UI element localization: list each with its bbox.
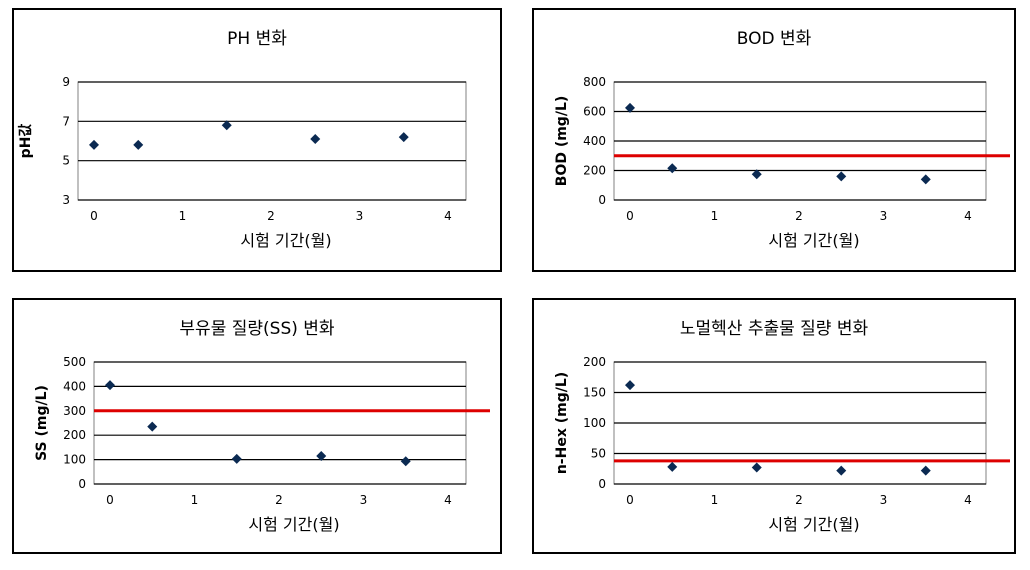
- x-axis-label: 시험 기간(월): [248, 515, 339, 534]
- y-tick-label: 3: [62, 193, 70, 207]
- y-tick-label: 100: [63, 453, 86, 467]
- x-tick-label: 0: [626, 493, 634, 507]
- plot-area: [77, 81, 467, 201]
- y-tick-label: 200: [63, 428, 86, 442]
- x-tick-label: 2: [275, 493, 283, 507]
- x-axis-label: 시험 기간(월): [240, 231, 331, 250]
- data-point: [625, 102, 635, 113]
- data-point: [920, 465, 931, 476]
- data-point: [667, 461, 678, 472]
- y-tick-label: 200: [583, 164, 606, 178]
- y-tick-label: 800: [583, 75, 606, 89]
- y-axis-label: pH값: [18, 124, 34, 159]
- nhex-chart-panel: 노멀헥산 추출물 질량 변화 0 50 100 150 200 0 1 2 3 4 시험 기간(월)…: [532, 298, 1016, 554]
- x-tick-label: 1: [711, 493, 719, 507]
- x-tick-label: 1: [711, 209, 719, 223]
- ph-chart-svg: 3 5 7 9 0 1 2 3 4 시험 기간(월) pH값: [18, 75, 467, 250]
- y-tick-label: 100: [583, 416, 606, 430]
- y-tick-label: 200: [583, 355, 606, 369]
- data-point: [316, 450, 327, 461]
- x-axis-label: 시험 기간(월): [768, 515, 859, 534]
- chart-title: 부유물 질량(SS) 변화: [179, 319, 335, 339]
- data-point: [625, 380, 635, 391]
- nhex-chart-svg: 0 50 100 150 200 0 1 2 3 4 시험 기간(월) n-Hex (mg/L): [554, 355, 1010, 534]
- y-tick-label: 300: [63, 404, 86, 418]
- data-point: [133, 139, 144, 150]
- y-tick-label: 0: [78, 477, 86, 491]
- data-point: [400, 456, 411, 467]
- data-point: [667, 163, 678, 174]
- y-axis-label: SS (mg/L): [34, 385, 50, 461]
- x-tick-label: 3: [356, 209, 364, 223]
- x-tick-label: 2: [795, 209, 803, 223]
- bod-chart-panel: BOD 변화 0 200 400 600 800 0 1 2 3 4 시험 기간(월) BOD (mg…: [532, 8, 1016, 272]
- data-point: [751, 169, 762, 180]
- y-tick-label: 400: [63, 379, 86, 393]
- data-point: [751, 462, 762, 473]
- y-axis-label: n-Hex (mg/L): [554, 372, 570, 474]
- data-point: [836, 171, 847, 182]
- data-point: [398, 132, 409, 143]
- x-tick-label: 2: [795, 493, 803, 507]
- data-point: [920, 174, 931, 185]
- x-tick-label: 2: [267, 209, 275, 223]
- data-point: [221, 120, 232, 131]
- x-tick-label: 0: [626, 209, 634, 223]
- ss-chart-panel: 부유물 질량(SS) 변화 0 100 200 300 400 500 0 1 2 3 4 시험 기간…: [12, 298, 502, 554]
- y-tick-label: 0: [598, 193, 606, 207]
- x-tick-label: 0: [106, 493, 114, 507]
- y-axis-label: BOD (mg/L): [554, 96, 570, 187]
- data-point: [310, 134, 321, 145]
- x-tick-label: 4: [964, 209, 972, 223]
- y-tick-label: 400: [583, 134, 606, 148]
- x-tick-label: 3: [880, 209, 888, 223]
- x-tick-label: 4: [964, 493, 972, 507]
- y-tick-label: 150: [583, 386, 606, 400]
- x-tick-label: 4: [444, 209, 452, 223]
- x-tick-label: 1: [179, 209, 187, 223]
- y-tick-label: 500: [63, 355, 86, 369]
- chart-title: PH 변화: [227, 29, 287, 49]
- x-tick-label: 4: [444, 493, 452, 507]
- y-tick-label: 5: [62, 154, 70, 168]
- y-tick-label: 0: [598, 477, 606, 491]
- x-axis-label: 시험 기간(월): [768, 231, 859, 250]
- chart-title: 노멀헥산 추출물 질량 변화: [679, 319, 869, 339]
- data-point: [89, 139, 99, 150]
- y-tick-label: 7: [62, 114, 70, 128]
- x-tick-label: 3: [880, 493, 888, 507]
- y-tick-label: 9: [62, 75, 70, 89]
- x-tick-label: 3: [360, 493, 368, 507]
- data-point: [105, 380, 115, 391]
- bod-chart-svg: 0 200 400 600 800 0 1 2 3 4 시험 기간(월) BOD (mg/L): [554, 75, 1010, 250]
- x-tick-label: 1: [191, 493, 199, 507]
- plot-area: [93, 361, 467, 485]
- ph-chart-panel: PH 변화 3 5 7 9 0 1 2 3 4 시험 기간(월) pH값: [12, 8, 502, 272]
- y-tick-label: 50: [591, 447, 606, 461]
- data-point: [836, 465, 847, 476]
- data-point: [147, 421, 158, 432]
- data-point: [231, 453, 242, 464]
- chart-title: BOD 변화: [736, 29, 812, 49]
- y-tick-label: 600: [583, 105, 606, 119]
- ss-chart-svg: 0 100 200 300 400 500 0 1 2 3 4 시험 기간(월) SS (mg/L): [34, 355, 490, 534]
- x-tick-label: 0: [90, 209, 98, 223]
